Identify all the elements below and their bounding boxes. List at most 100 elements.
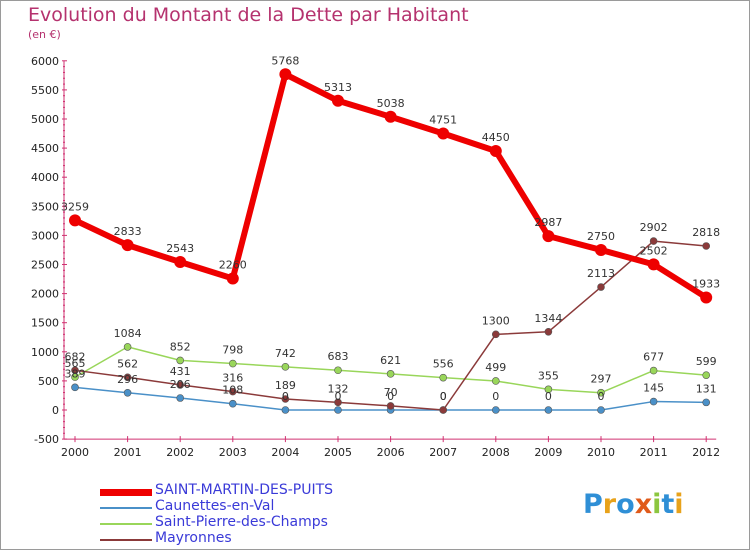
data-label-s1: 0 xyxy=(387,390,394,403)
y-tick-label: 5000 xyxy=(31,113,59,126)
data-point-s3 xyxy=(334,398,342,407)
data-label-s2: 556 xyxy=(433,358,454,371)
legend-label: SAINT-MARTIN-DES-PUITS xyxy=(155,482,334,498)
chart-subtitle: (en €) xyxy=(28,28,61,41)
data-point-s0 xyxy=(332,94,344,107)
data-label-s2: 683 xyxy=(328,350,349,363)
y-tick-label: 3500 xyxy=(31,200,59,213)
data-label-s0: 2987 xyxy=(534,216,562,229)
logo-letter: o xyxy=(616,489,635,520)
data-label-s2: 297 xyxy=(591,373,612,386)
data-label-s2: 355 xyxy=(538,369,559,382)
data-point-s3 xyxy=(544,327,553,336)
data-label-s2: 742 xyxy=(275,347,296,360)
data-label-s3: 70 xyxy=(384,386,398,399)
data-point-s0 xyxy=(69,214,81,227)
data-label-s0: 5313 xyxy=(324,81,352,94)
x-tick-label: 2000 xyxy=(61,446,89,459)
legend-swatch xyxy=(100,539,152,541)
data-label-s2: 798 xyxy=(222,344,243,357)
data-point-s2 xyxy=(491,377,500,385)
data-label-s1: 206 xyxy=(170,378,191,391)
data-label-s0: 1933 xyxy=(692,277,720,290)
data-point-s3 xyxy=(439,406,448,414)
x-tick-label: 2010 xyxy=(587,446,615,459)
data-label-s1: 389 xyxy=(65,367,86,380)
legend-swatch xyxy=(100,523,152,525)
data-point-s0 xyxy=(700,291,713,304)
data-point-s3 xyxy=(71,366,79,375)
data-label-s3: 2113 xyxy=(587,267,615,280)
data-point-s0 xyxy=(542,230,555,243)
data-point-s3 xyxy=(491,330,500,339)
data-point-s0 xyxy=(174,255,187,268)
proxiti-logo: Proxiti xyxy=(583,489,684,520)
y-tick-label: 3000 xyxy=(31,229,59,242)
y-tick-label: 5500 xyxy=(31,84,59,97)
data-point-s1 xyxy=(334,406,342,414)
x-tick-label: 2009 xyxy=(534,446,562,459)
data-label-s3: 189 xyxy=(275,379,296,392)
data-point-s2 xyxy=(544,385,553,394)
data-label-s1: 296 xyxy=(117,373,138,386)
data-label-s1: 0 xyxy=(282,390,289,403)
data-point-s1 xyxy=(229,399,237,408)
logo-letter: P xyxy=(583,489,603,520)
data-point-s3 xyxy=(281,395,290,403)
y-tick-label: 500 xyxy=(38,375,59,388)
legend-label: Caunettes-en-Val xyxy=(155,498,275,514)
data-point-s1 xyxy=(491,406,500,414)
data-point-s3 xyxy=(229,387,237,396)
data-point-s2 xyxy=(281,363,290,371)
data-label-s2: 1084 xyxy=(114,327,142,340)
data-label-s2: 565 xyxy=(65,357,86,370)
data-point-s2 xyxy=(649,366,658,375)
data-point-s1 xyxy=(649,397,658,406)
x-tick-label: 2012 xyxy=(692,446,720,459)
chart-plot-area: 3259 2833 2543 2260 5768 5313 5038 4751 4450 2987… xyxy=(61,54,720,414)
data-label-s0: 2833 xyxy=(114,225,142,238)
y-tick-label: 4000 xyxy=(31,171,59,184)
data-label-s3: 132 xyxy=(328,382,349,395)
data-point-s3 xyxy=(597,283,605,291)
data-label-s1: 0 xyxy=(545,390,552,403)
data-label-s1: 0 xyxy=(492,390,499,403)
y-tick-label: -500 xyxy=(34,433,59,446)
logo-letter: x xyxy=(634,489,653,520)
data-label-s1: 131 xyxy=(696,382,717,395)
legend-label: Mayronnes xyxy=(155,530,232,546)
data-point-s1 xyxy=(544,406,553,414)
data-label-s1: 0 xyxy=(598,390,605,403)
data-label-s0: 2260 xyxy=(219,258,247,271)
data-label-s0: 2502 xyxy=(640,244,668,257)
data-point-s3 xyxy=(176,381,184,389)
data-label-s0: 3259 xyxy=(61,200,89,213)
x-tick-label: 2002 xyxy=(166,446,194,459)
data-point-s3 xyxy=(123,373,132,382)
data-point-s2 xyxy=(702,371,711,379)
data-label-s2: 852 xyxy=(170,340,191,353)
data-label-s1: 0 xyxy=(440,390,447,403)
y-tick-label: 1000 xyxy=(31,346,59,359)
legend-swatch xyxy=(100,488,152,496)
data-label-s0: 5768 xyxy=(271,54,299,67)
y-tick-label: 0 xyxy=(52,404,59,417)
data-point-s2 xyxy=(597,388,605,397)
data-point-s1 xyxy=(123,388,132,397)
data-label-s0: 4450 xyxy=(482,131,510,144)
data-point-s1 xyxy=(176,394,184,402)
data-label-s1: 145 xyxy=(643,382,664,395)
legend-swatch xyxy=(100,507,152,509)
data-label-s0: 4751 xyxy=(429,113,457,126)
data-point-s0 xyxy=(595,243,607,256)
x-tick-label: 2004 xyxy=(271,446,299,459)
data-label-s3: 431 xyxy=(170,365,191,378)
y-tick-label: 1500 xyxy=(31,317,59,330)
data-label-s3: 682 xyxy=(65,350,86,363)
logo-letter: t xyxy=(661,489,675,520)
x-tick-label: 2008 xyxy=(482,446,510,459)
data-point-s2 xyxy=(439,373,448,382)
data-label-s3: 1300 xyxy=(482,314,510,327)
data-label-s3: 2818 xyxy=(692,226,720,239)
